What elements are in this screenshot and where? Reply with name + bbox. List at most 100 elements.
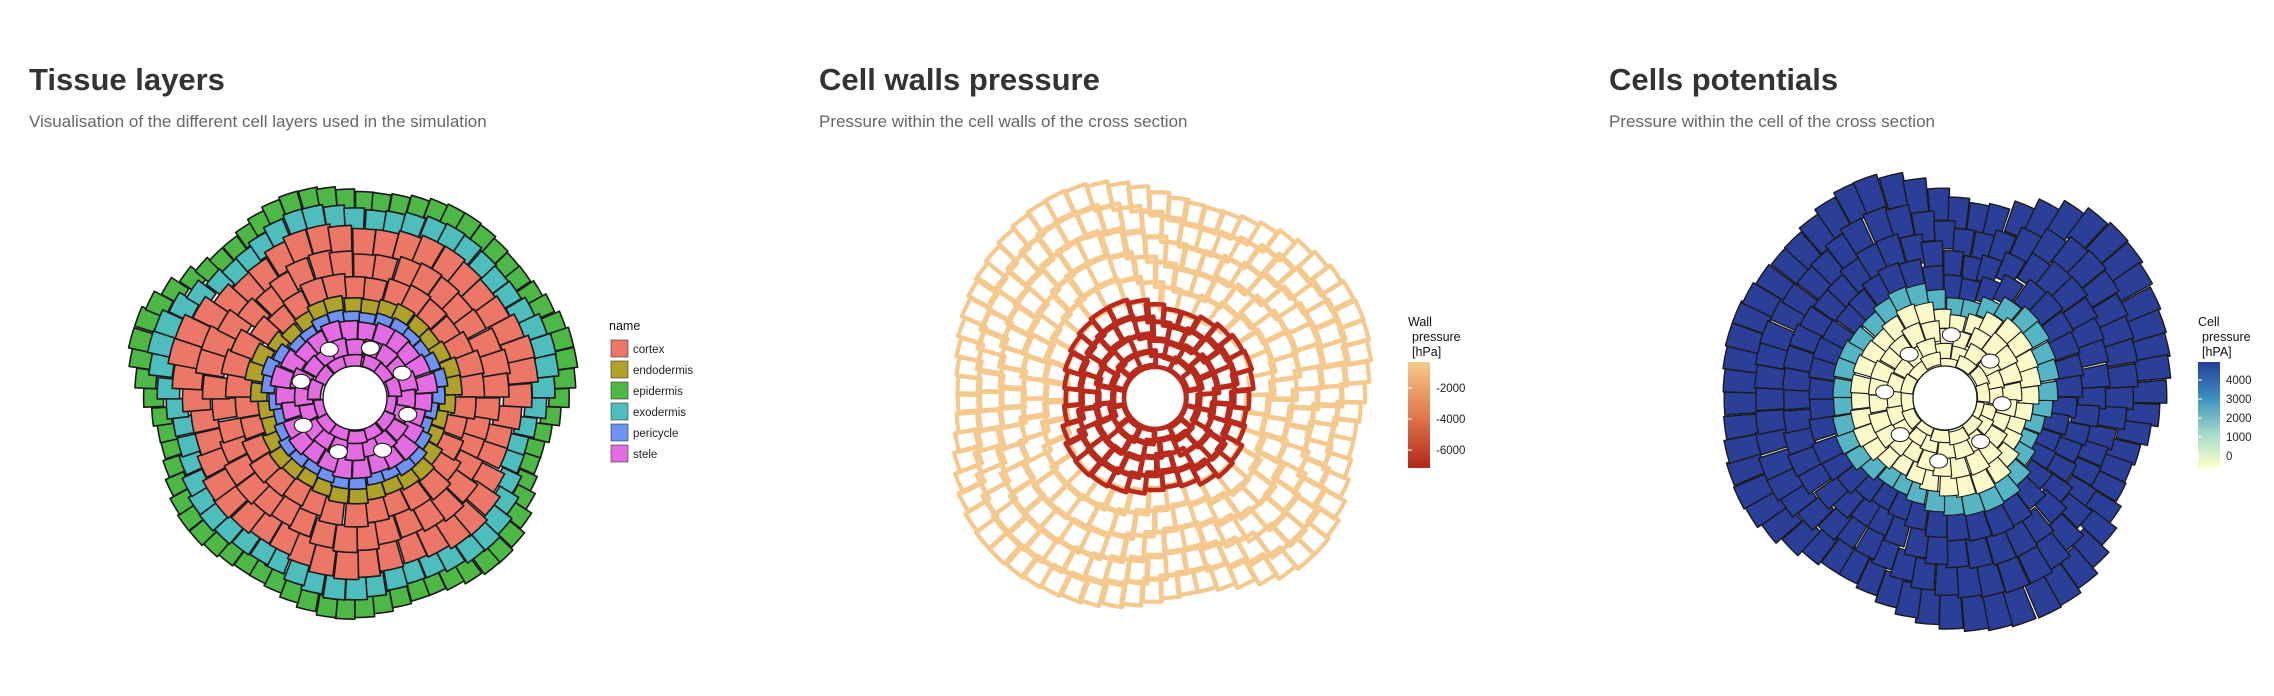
- cross-section-cells: [1722, 171, 2172, 633]
- legend-items: cortex endodermis epidermis exodermis pericy…: [610, 339, 693, 463]
- legend-label-pericycle: pericycle: [633, 428, 678, 440]
- central-lumen: [322, 365, 388, 431]
- inner-wall-segment: [1076, 420, 1108, 450]
- colorbar-tick-label: 2000: [2226, 413, 2252, 425]
- inner-wall-segment: [1179, 366, 1205, 394]
- legend-label-exodermis: exodermis: [633, 407, 686, 419]
- wall-pressure-cross-section: Wall pressure [hPa] -2000 -4000 -6000: [952, 179, 1465, 610]
- colorbar-tick-label: 0: [2226, 451, 2232, 463]
- outer-wall-segment: [1041, 434, 1077, 469]
- legend-swatch-exodermis: [610, 402, 629, 421]
- outer-wall-segment: [1310, 315, 1348, 350]
- outer-wall-segment: [973, 424, 1007, 454]
- tissue-layers-panel: Tissue layers Visualisation of the diffe…: [0, 0, 760, 696]
- legend-label-cortex: cortex: [633, 344, 665, 356]
- legend-swatch-cortex: [610, 339, 629, 358]
- outer-cell: [1942, 249, 1965, 278]
- colorbar-tick-label: -4000: [1436, 414, 1465, 426]
- panel-subtitle: Pressure within the cell walls of the cr…: [819, 112, 1188, 131]
- legend-label-stele: stele: [633, 449, 657, 461]
- colorbar-ticks: -2000 -4000 -6000: [1408, 383, 1465, 457]
- outer-wall-segment: [1267, 375, 1300, 403]
- wall-pressure-legend: Wall pressure [hPa] -2000 -4000 -6000: [1408, 315, 1465, 468]
- inner-wall-segment: [1170, 428, 1200, 458]
- cross-section-cells: [127, 186, 579, 620]
- xylem-vessel: [1980, 353, 2000, 369]
- outer-cell: [1755, 387, 1787, 412]
- stele-cell: [306, 378, 325, 401]
- outer-cell: [1945, 536, 1970, 569]
- cell-walls-pressure-panel: Cell walls pressure Pressure within the …: [790, 0, 1550, 696]
- outer-wall-segment: [1340, 337, 1374, 367]
- colorbar: [2198, 362, 2220, 468]
- legend-swatch-epidermis: [610, 381, 629, 400]
- central-lumen: [1912, 365, 1978, 431]
- tissue-legend: name cortex endodermis epidermis exodermis p…: [609, 319, 693, 463]
- cortex-cell: [355, 546, 382, 579]
- panel-title: Cell walls pressure: [819, 62, 1100, 97]
- outer-wall-segment: [1254, 430, 1290, 463]
- legend-title-line-2: pressure: [1412, 330, 1461, 344]
- outer-wall-segment: [1143, 234, 1169, 264]
- outer-wall-segment: [1074, 202, 1108, 241]
- outer-wall-segment: [1223, 482, 1261, 521]
- xylem-vessel: [1992, 396, 2012, 412]
- panel-subtitle: Visualisation of the different cell laye…: [29, 112, 487, 131]
- panel-subtitle: Pressure within the cell of the cross se…: [1609, 112, 1935, 131]
- outer-wall-segment: [1007, 478, 1047, 517]
- outer-wall-segment: [952, 444, 985, 474]
- outer-wall-segment: [972, 443, 1008, 475]
- outer-wall-segment: [1217, 535, 1250, 571]
- outer-wall-segment: [998, 459, 1037, 496]
- xylem-vessel: [1941, 327, 1961, 343]
- legend-title-line-2: pressure: [2202, 330, 2251, 344]
- outer-wall-segment: [1205, 490, 1241, 528]
- xylem-vessel: [291, 373, 311, 389]
- outer-wall-segment: [1337, 317, 1372, 349]
- inner-wall-segment: [1229, 367, 1256, 393]
- outer-wall-segment: [1316, 362, 1350, 390]
- colorbar-tick-label: 1000: [2226, 432, 2252, 444]
- outer-wall-segment: [1245, 551, 1279, 587]
- outer-wall-segment: [1235, 530, 1271, 568]
- legend-label-epidermis: epidermis: [633, 386, 683, 398]
- outer-wall-segment: [1315, 337, 1351, 369]
- legend-title-line-1: Wall: [1408, 315, 1432, 329]
- legend-title-line-1: Cell: [2198, 315, 2220, 329]
- outer-cell: [1938, 592, 1965, 630]
- cortex-cell: [333, 548, 360, 581]
- outer-wall-segment: [1042, 399, 1071, 426]
- colorbar-tick-label: -6000: [1436, 445, 1465, 457]
- outer-wall-segment: [1267, 351, 1303, 383]
- inner-wall-segment: [1189, 457, 1219, 487]
- cross-section-walls: [952, 179, 1374, 610]
- outer-wall-segment: [1074, 228, 1109, 267]
- outer-wall-segment: [1095, 201, 1127, 237]
- outer-wall-segment: [1243, 347, 1278, 380]
- outer-wall-segment: [1232, 505, 1269, 544]
- outer-cell: [1723, 391, 1760, 416]
- exodermis-cell: [168, 291, 201, 323]
- legend-title-line-3: [hPa]: [1412, 345, 1441, 359]
- xylem-vessel: [392, 365, 412, 381]
- outer-wall-segment: [1165, 195, 1191, 225]
- xylem-vessel: [328, 444, 348, 460]
- cells-potentials-panel: Cells potentials Pressure within the cel…: [1580, 0, 2274, 696]
- outer-wall-segment: [1018, 412, 1051, 441]
- ring-cell: [1993, 296, 2022, 326]
- outer-wall-segment: [1263, 545, 1298, 581]
- xylem-vessel: [1929, 453, 1949, 469]
- legend-swatch-stele: [610, 444, 629, 463]
- panel-title: Tissue layers: [29, 62, 225, 97]
- colorbar-tick-label: -2000: [1436, 383, 1465, 395]
- inner-cell: [1975, 381, 1991, 403]
- outer-wall-segment: [1117, 203, 1145, 237]
- legend-title: name: [609, 319, 640, 333]
- inner-cell: [1919, 351, 1942, 371]
- inner-wall-segment: [1194, 371, 1222, 397]
- outer-wall-segment: [1226, 556, 1258, 591]
- inner-cell: [1901, 407, 1922, 430]
- tissue-cross-section: name cortex endodermis epidermis exodermis p…: [127, 186, 693, 620]
- cortex-cell: [343, 500, 369, 528]
- xylem-vessel: [319, 341, 339, 357]
